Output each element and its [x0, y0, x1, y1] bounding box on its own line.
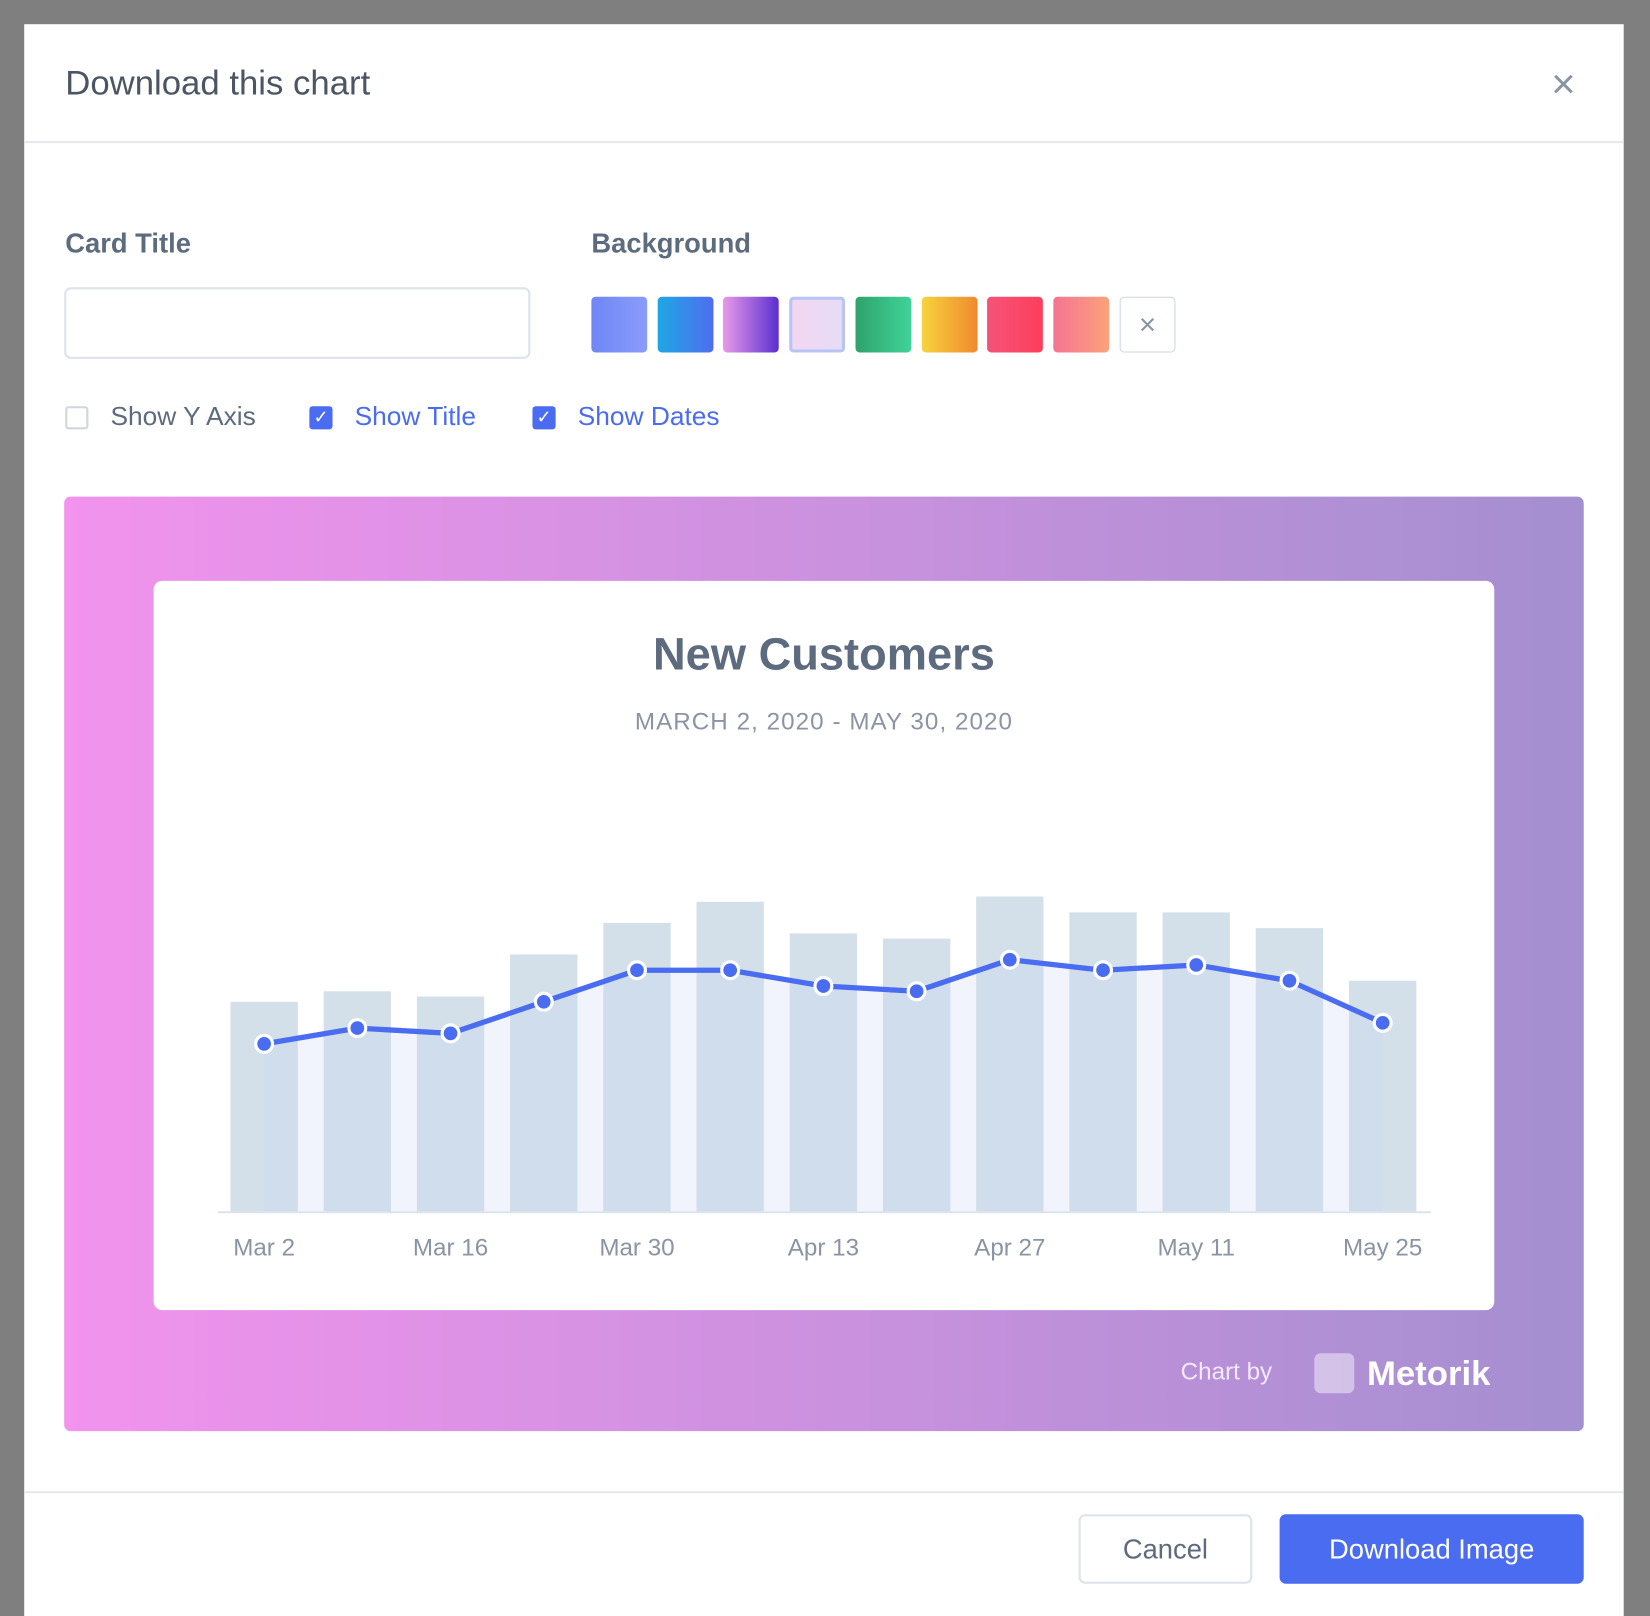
- field-label: Card Title: [65, 227, 191, 259]
- checkbox-label[interactable]: Show Y Axis: [110, 401, 256, 432]
- chart-subtitle: MARCH 2, 2020 - MAY 30, 2020: [635, 708, 1013, 735]
- modal-title: Download this chart: [65, 63, 371, 103]
- x-tick-label: Apr 27: [974, 1234, 1045, 1261]
- x-tick-label: Mar 16: [413, 1234, 488, 1261]
- point: [347, 1018, 368, 1039]
- x-tick-label: Mar 30: [599, 1234, 674, 1261]
- checkbox[interactable]: ✓: [532, 406, 556, 430]
- brand-logo: [1314, 1353, 1355, 1394]
- close-button[interactable]: ×: [1551, 61, 1576, 108]
- color-swatch[interactable]: [591, 296, 648, 353]
- point: [1093, 960, 1114, 981]
- cancel-button[interactable]: Cancel: [1078, 1514, 1253, 1584]
- point: [533, 991, 554, 1012]
- clear-swatch[interactable]: ×: [1119, 296, 1176, 353]
- color-swatch[interactable]: [1053, 296, 1110, 353]
- color-swatch[interactable]: [855, 296, 912, 353]
- point: [1372, 1012, 1393, 1033]
- color-swatch[interactable]: [789, 296, 846, 353]
- chart-title: New Customers: [653, 629, 995, 680]
- brand-name: Metorik: [1366, 1353, 1491, 1393]
- checkbox-label[interactable]: Show Dates: [577, 401, 720, 432]
- checkbox-label[interactable]: Show Title: [354, 401, 477, 432]
- divider: [24, 1491, 1624, 1494]
- point: [254, 1033, 275, 1054]
- chart-card: New Customers MARCH 2, 2020 - MAY 30, 20…: [153, 580, 1495, 1311]
- chart: New Customers MARCH 2, 2020 - MAY 30, 20…: [217, 629, 1432, 1261]
- point: [626, 960, 647, 981]
- color-swatch[interactable]: [723, 296, 780, 353]
- x-tick-label: Mar 2: [233, 1234, 295, 1261]
- point: [1279, 970, 1300, 991]
- download-button[interactable]: Download Image: [1279, 1514, 1584, 1584]
- footer-prefix: Chart by: [1180, 1357, 1273, 1385]
- field-label: Background: [591, 227, 752, 259]
- point: [1186, 954, 1207, 975]
- text-input[interactable]: [64, 287, 531, 359]
- point: [906, 981, 927, 1002]
- color-swatch[interactable]: [657, 296, 714, 353]
- point: [999, 949, 1020, 970]
- color-swatch[interactable]: [987, 296, 1044, 353]
- point: [720, 960, 741, 981]
- color-swatch[interactable]: [921, 296, 978, 353]
- line-area: [264, 959, 1383, 1213]
- x-tick-label: Apr 13: [788, 1234, 859, 1261]
- point: [813, 976, 834, 997]
- bar: [976, 896, 1044, 1213]
- checkbox[interactable]: ✓: [309, 406, 333, 430]
- x-tick-label: May 25: [1343, 1234, 1422, 1261]
- point: [440, 1023, 461, 1044]
- checkbox[interactable]: [65, 406, 89, 430]
- x-tick-label: May 11: [1157, 1234, 1235, 1261]
- divider: [24, 141, 1624, 144]
- bar: [696, 901, 764, 1213]
